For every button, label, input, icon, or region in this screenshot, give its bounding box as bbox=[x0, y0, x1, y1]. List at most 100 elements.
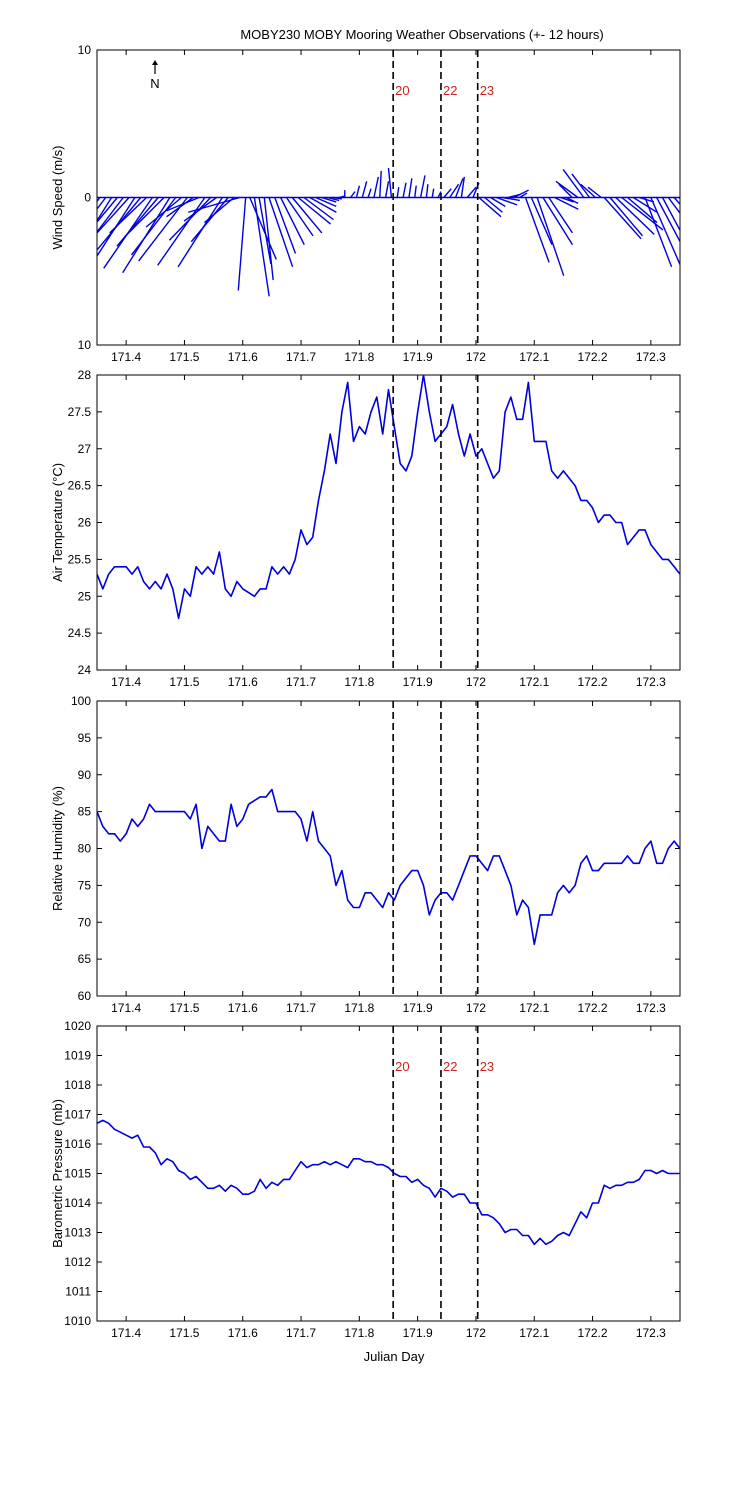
data-layer bbox=[97, 788, 680, 946]
wind-vector bbox=[274, 197, 297, 254]
data-layer bbox=[97, 375, 680, 620]
wind-vector bbox=[478, 196, 502, 218]
wind-vector bbox=[97, 197, 124, 234]
panels: 171.4 171.5 171.6 171.7 171.8 171.9 172 172.1 17… bbox=[50, 43, 681, 1340]
wind-vector bbox=[587, 186, 602, 199]
x-tick-label: 171.9 bbox=[403, 1326, 433, 1340]
y-tick-label: 27 bbox=[78, 442, 92, 456]
wind-vector bbox=[414, 185, 417, 198]
series-line bbox=[97, 375, 680, 620]
x-tick-label: 171.8 bbox=[344, 1001, 374, 1015]
wind-vector bbox=[237, 197, 247, 291]
y-tick-label: 26 bbox=[78, 516, 92, 530]
wind-vector bbox=[303, 196, 334, 221]
y-tick-label: 28 bbox=[78, 368, 92, 382]
wind-vector bbox=[632, 196, 658, 213]
y-tick-label: 60 bbox=[78, 989, 92, 1003]
x-tick-label: 172.2 bbox=[578, 675, 608, 689]
x-tick-label: 172.3 bbox=[636, 1001, 666, 1015]
x-tick-label: 171.4 bbox=[111, 675, 141, 689]
wind-vector bbox=[402, 182, 407, 198]
wind-vector bbox=[580, 183, 596, 199]
y-tick-label: 95 bbox=[78, 731, 92, 745]
wind-vector bbox=[554, 196, 579, 210]
wind-vector bbox=[562, 169, 585, 198]
wind-vector bbox=[615, 196, 655, 235]
y-tick-label: 24.5 bbox=[68, 626, 92, 640]
wind-vector bbox=[384, 181, 390, 198]
y-axis-label: Relative Humidity (%) bbox=[50, 786, 65, 911]
wind-vector bbox=[656, 197, 680, 244]
wind-vector bbox=[419, 175, 426, 198]
wind-vector bbox=[571, 173, 591, 198]
wind-vector bbox=[97, 197, 113, 222]
wind-vector bbox=[350, 191, 356, 198]
wind-vector bbox=[513, 189, 529, 199]
wind-vector bbox=[542, 197, 574, 246]
figure-title: MOBY230 MOBY Mooring Weather Observation… bbox=[240, 27, 603, 42]
panel-temperature: 171.4 171.5 171.6 171.7 171.8 171.9 172 172.1 17… bbox=[50, 368, 681, 689]
wind-vector bbox=[280, 197, 305, 246]
wind-vector bbox=[297, 196, 332, 225]
x-tick-label: 172.3 bbox=[636, 1326, 666, 1340]
x-tick-label: 171.5 bbox=[169, 1326, 199, 1340]
y-axis-label: Barometric Pressure (mb) bbox=[50, 1099, 65, 1248]
wind-vector bbox=[396, 187, 400, 198]
wind-vector bbox=[408, 178, 413, 198]
wind-vector bbox=[449, 183, 460, 198]
y-tick-label: 25 bbox=[78, 589, 92, 603]
x-tick-label: 172.2 bbox=[578, 1326, 608, 1340]
x-tick-label: 172 bbox=[466, 1001, 486, 1015]
y-tick-label: 75 bbox=[78, 878, 92, 892]
wind-vector bbox=[190, 197, 229, 243]
wind-vector bbox=[253, 197, 270, 297]
wind-vector bbox=[490, 196, 506, 207]
wind-vector bbox=[548, 197, 574, 234]
x-tick-label: 171.8 bbox=[344, 675, 374, 689]
y-tick-label: 85 bbox=[78, 805, 92, 819]
wind-vector bbox=[667, 197, 680, 215]
x-tick-label: 171.8 bbox=[344, 350, 374, 364]
y-tick-label: 1011 bbox=[65, 1285, 91, 1299]
x-tick-label: 171.6 bbox=[228, 350, 258, 364]
wind-vector bbox=[168, 197, 212, 241]
panel-pressure: 171.4 171.5 171.6 171.7 171.8 171.9 172 172.1 17… bbox=[50, 1019, 681, 1340]
wind-vector bbox=[609, 197, 644, 237]
y-tick-label: 70 bbox=[78, 915, 92, 929]
wind-vector bbox=[431, 188, 435, 198]
x-tick-label: 171.9 bbox=[403, 1001, 433, 1015]
x-tick-label: 172.1 bbox=[519, 350, 549, 364]
x-tick-label: 171.5 bbox=[169, 675, 199, 689]
wind-vector bbox=[496, 196, 518, 206]
wind-vector bbox=[661, 197, 680, 232]
wind-vector bbox=[566, 196, 579, 205]
x-tick-label: 171.4 bbox=[111, 1001, 141, 1015]
x-tick-label: 172.2 bbox=[578, 350, 608, 364]
wind-vector bbox=[177, 197, 223, 268]
y-tick-label: 1014 bbox=[64, 1196, 91, 1210]
wind-vector bbox=[188, 196, 241, 213]
x-tick-label: 171.6 bbox=[228, 675, 258, 689]
wind-vector bbox=[379, 170, 382, 198]
event-marker-label: 23 bbox=[480, 1059, 494, 1074]
wind-vector bbox=[536, 197, 565, 276]
x-tick-label: 172.1 bbox=[519, 1001, 549, 1015]
y-tick-label: 26.5 bbox=[68, 479, 92, 493]
wind-vector bbox=[204, 196, 235, 224]
x-tick-label: 171.4 bbox=[111, 350, 141, 364]
panel-wind: 171.4 171.5 171.6 171.7 171.8 171.9 172 172.1 17… bbox=[50, 43, 681, 364]
y-axis-label: Air Temperature (°C) bbox=[50, 463, 65, 582]
y-tick-label: 1012 bbox=[64, 1255, 91, 1269]
north-label: N bbox=[150, 76, 159, 91]
x-tick-label: 172 bbox=[466, 1326, 486, 1340]
x-axis-label: Julian Day bbox=[364, 1349, 425, 1364]
x-tick-label: 172.3 bbox=[636, 675, 666, 689]
wind-vector bbox=[145, 196, 182, 228]
y-tick-label: 1019 bbox=[64, 1049, 91, 1063]
event-marker-label: 20 bbox=[395, 1059, 409, 1074]
wind-vector bbox=[558, 183, 573, 198]
x-tick-label: 171.8 bbox=[344, 1326, 374, 1340]
wind-vector bbox=[97, 197, 130, 235]
wind-vector bbox=[291, 197, 323, 234]
